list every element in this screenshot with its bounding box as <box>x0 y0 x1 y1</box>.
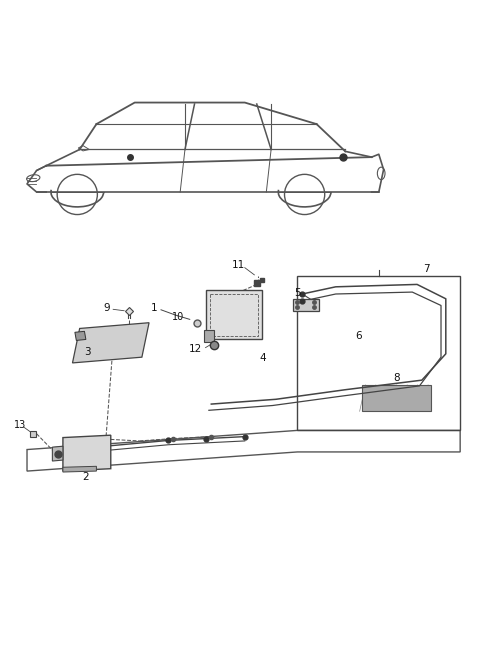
Text: 13: 13 <box>14 420 26 430</box>
Polygon shape <box>52 446 63 461</box>
Polygon shape <box>293 299 319 310</box>
Polygon shape <box>63 466 96 472</box>
Polygon shape <box>75 331 86 341</box>
Polygon shape <box>72 323 149 363</box>
Text: 4: 4 <box>260 352 266 363</box>
Polygon shape <box>63 435 111 471</box>
Polygon shape <box>362 385 432 411</box>
Polygon shape <box>206 290 262 339</box>
Text: 9: 9 <box>104 303 110 313</box>
Text: 2: 2 <box>83 472 89 482</box>
Text: 11: 11 <box>232 260 245 271</box>
Text: 1: 1 <box>151 303 157 313</box>
Text: 10: 10 <box>172 312 184 322</box>
Text: 3: 3 <box>84 347 91 358</box>
Text: 8: 8 <box>394 373 400 383</box>
Text: 6: 6 <box>355 331 362 341</box>
Text: 5: 5 <box>294 288 301 297</box>
Polygon shape <box>204 330 214 342</box>
Text: 7: 7 <box>423 264 430 274</box>
Text: 12: 12 <box>189 344 202 354</box>
